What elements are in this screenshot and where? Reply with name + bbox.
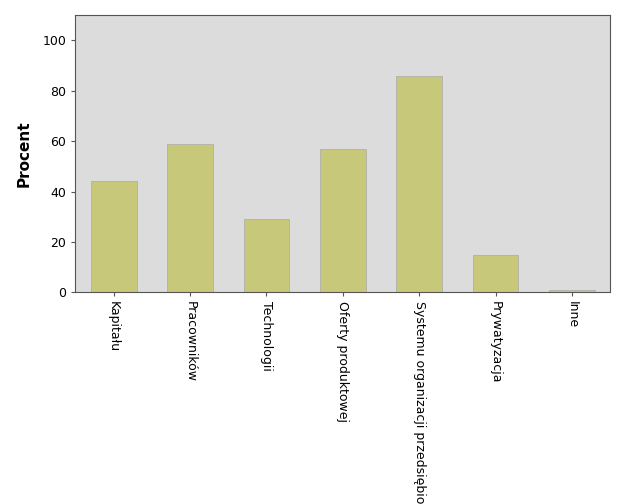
Bar [549, 290, 595, 292]
Bar [243, 219, 289, 292]
Bar [91, 181, 136, 292]
Y-axis label: Procent: Procent [16, 120, 31, 187]
Bar [396, 76, 442, 292]
Bar [472, 255, 518, 292]
Bar [167, 144, 213, 292]
Bar [320, 149, 365, 292]
